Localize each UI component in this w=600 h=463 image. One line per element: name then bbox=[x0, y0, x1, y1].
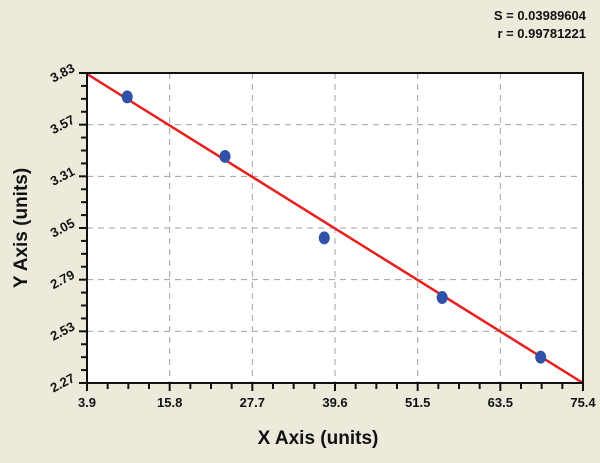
y-tick-label: 2.27 bbox=[48, 370, 77, 395]
x-tick-label: 39.6 bbox=[322, 395, 347, 410]
x-axis-label: X Axis (units) bbox=[257, 428, 379, 449]
data-point bbox=[436, 291, 448, 305]
x-tick-label: 15.8 bbox=[157, 395, 182, 410]
regression-line bbox=[86, 72, 584, 385]
x-tick-labels: 3.9 15.8 27.7 39.6 51.5 63.5 75.4 bbox=[78, 395, 596, 410]
data-point bbox=[318, 231, 330, 245]
fit-statistics: S = 0.03989604 r = 0.99781221 bbox=[494, 7, 586, 43]
x-tick-label: 63.5 bbox=[488, 395, 513, 410]
y-tick-label: 2.53 bbox=[48, 319, 77, 344]
y-axis-label: Y Axis (units) bbox=[11, 167, 32, 289]
fit-line bbox=[86, 72, 584, 385]
y-tick-labels: 2.27 2.53 2.79 3.05 3.31 3.57 3.83 bbox=[48, 60, 77, 395]
data-point bbox=[535, 350, 547, 364]
y-tick-label: 3.05 bbox=[48, 215, 77, 240]
x-tick-label: 75.4 bbox=[570, 395, 596, 410]
data-point bbox=[121, 90, 133, 104]
x-tick-label: 3.9 bbox=[78, 395, 96, 410]
x-tick-label: 27.7 bbox=[240, 395, 265, 410]
y-tick-label: 3.31 bbox=[48, 164, 77, 189]
y-tick-label: 3.83 bbox=[48, 60, 77, 85]
y-tick-label: 2.79 bbox=[48, 267, 77, 292]
r-value: r = 0.99781221 bbox=[497, 26, 586, 41]
data-point bbox=[219, 149, 231, 163]
y-tick-label: 3.57 bbox=[48, 112, 77, 137]
s-value: S = 0.03989604 bbox=[493, 8, 586, 23]
axis-ticks bbox=[79, 72, 584, 391]
data-points bbox=[121, 90, 547, 364]
x-tick-label: 51.5 bbox=[405, 395, 430, 410]
